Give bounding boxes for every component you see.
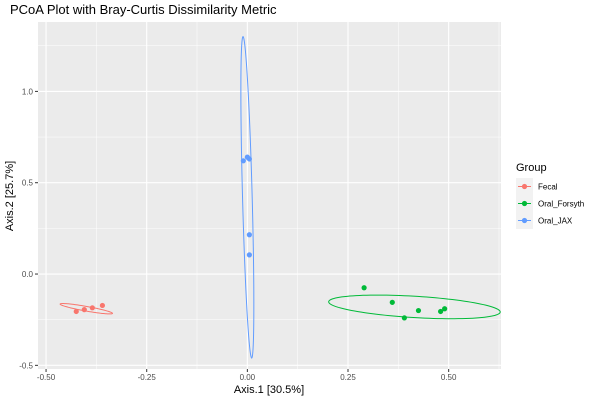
y-tick-label: 1.0 [22,87,34,96]
data-point [89,305,95,311]
legend-label: Fecal [538,183,558,192]
x-tick-label: -0.25 [138,373,157,382]
y-tick-label: 0.5 [22,179,34,188]
data-point [240,158,246,164]
y-tick-label: 0.0 [22,270,34,279]
legend-label: Oral_JAX [538,217,573,226]
legend-key-point [521,217,528,224]
data-point [246,252,252,258]
legend-title: Group [516,162,547,174]
legend-label: Oral_Forsyth [538,200,584,209]
chart-title: PCoA Plot with Bray-Curtis Dissimilarity… [10,2,277,17]
grid-minor [38,22,501,369]
data-point [401,315,407,321]
data-point [415,307,422,314]
legend-key-point [521,200,528,207]
x-axis-label: Axis.1 [30.5%] [234,384,304,396]
x-axis: -0.50 -0.25 0.00 0.25 0.50 [37,369,457,382]
data-point [389,299,395,305]
y-tick-label: -0.5 [19,361,33,370]
x-tick-label: 0.50 [441,373,457,382]
confidence-ellipse [328,294,501,320]
x-tick-label: 0.00 [240,373,256,382]
confidence-ellipse [240,35,255,359]
plot-panel [38,22,501,369]
data-points [73,154,448,321]
data-point [246,232,252,238]
confidence-ellipse [59,303,114,315]
data-point [438,308,444,315]
x-tick-label: 0.25 [340,373,356,382]
data-point [81,307,87,313]
legend: Group Fecal Oral_Forsyth Oral_JAX [516,162,584,229]
legend-key-point [521,183,528,190]
ellipses [59,35,501,359]
y-axis-label: Axis.2 [25.7%] [4,161,16,231]
y-axis: -0.5 0.0 0.5 1.0 [19,87,38,370]
data-point [99,302,106,309]
data-point [244,154,250,160]
x-tick-label: -0.50 [37,373,56,382]
data-point [73,308,79,315]
data-point [361,285,367,291]
data-point [442,306,448,312]
